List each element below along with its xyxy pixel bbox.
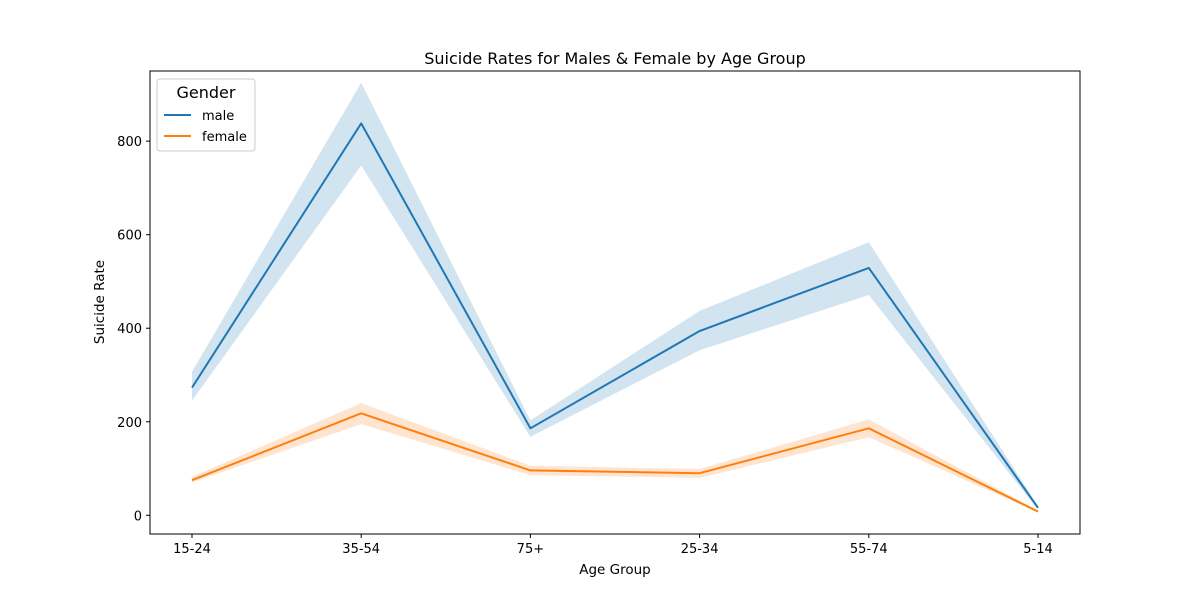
y-tick-label: 800	[117, 135, 142, 150]
series-lines	[191, 122, 1039, 513]
x-tick-label: 15-24	[173, 542, 211, 557]
legend-entries: male female	[164, 109, 247, 145]
confidence-band-female	[192, 403, 1038, 513]
x-tick-label: 75+	[517, 542, 544, 557]
y-axis-ticks: 0 200 400 600 800	[117, 135, 150, 524]
data-point-male	[699, 330, 701, 332]
x-tick-label: 35-54	[342, 542, 380, 557]
legend-box	[156, 78, 256, 152]
data-point-female	[360, 412, 362, 414]
data-point-male	[529, 427, 531, 429]
y-tick-label: 600	[117, 229, 142, 244]
x-axis-label: Age Group	[579, 562, 651, 578]
plot-area-frame	[149, 70, 1081, 535]
data-point-female	[699, 472, 701, 474]
x-tick-label: 55-74	[850, 542, 888, 557]
data-point-male	[360, 122, 362, 124]
x-tick-label: 5-14	[1023, 542, 1053, 557]
y-tick-label: 400	[117, 322, 142, 337]
confidence-bands	[192, 82, 1038, 513]
y-tick-label: 0	[134, 509, 142, 524]
x-axis-ticks: 15-24 35-54 75+ 25-34 55-74 5-14	[173, 534, 1053, 557]
data-point-female	[868, 427, 870, 429]
data-point-male	[1037, 507, 1039, 509]
data-point-male	[191, 387, 193, 389]
confidence-band-male	[192, 82, 1038, 510]
legend-label-male: male	[202, 109, 234, 124]
series-line-male	[191, 122, 1039, 509]
data-point-female	[191, 479, 193, 481]
chart-title: Suicide Rates for Males & Female by Age …	[424, 49, 806, 68]
legend-label-female: female	[202, 130, 247, 145]
data-point-female	[529, 469, 531, 471]
data-point-female	[1037, 511, 1039, 513]
series-line-female	[191, 412, 1039, 513]
y-tick-label: 200	[117, 416, 142, 431]
x-tick-label: 25-34	[681, 542, 719, 557]
y-axis-label: Suicide Rate	[92, 260, 108, 344]
legend: Gender male female	[156, 78, 256, 152]
data-point-male	[868, 267, 870, 269]
legend-title: Gender	[177, 83, 236, 102]
